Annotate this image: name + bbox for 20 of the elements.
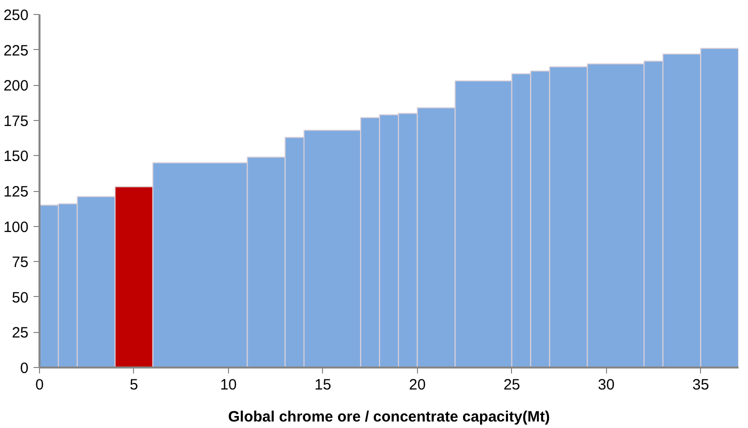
y-tick-label: 175 (3, 112, 29, 130)
y-tick-label: 75 (12, 254, 29, 272)
x-tick-label: 20 (408, 376, 426, 394)
y-tick-label: 250 (3, 7, 29, 24)
x-axis-title: Global chrome ore / concentrate capacity(Mt) (228, 408, 550, 426)
x-tick-label: 25 (503, 376, 520, 394)
y-tick-label: 100 (3, 218, 29, 236)
y-tick-label: 0 (20, 360, 28, 377)
x-tick-label: 30 (598, 376, 615, 394)
y-tick-label: 150 (3, 148, 29, 166)
x-tick-label: 5 (130, 376, 138, 394)
y-tick-label: 50 (12, 289, 29, 306)
y-tick-label: 200 (3, 78, 29, 95)
y-tick-label: 125 (3, 184, 29, 200)
y-tick-label: 25 (12, 324, 29, 342)
x-tick-label: 15 (314, 376, 332, 394)
y-tick-label: 225 (3, 42, 29, 60)
x-tick-label: 35 (692, 376, 710, 394)
x-tick-label: 10 (220, 376, 237, 394)
x-tick-label: 0 (35, 376, 44, 394)
